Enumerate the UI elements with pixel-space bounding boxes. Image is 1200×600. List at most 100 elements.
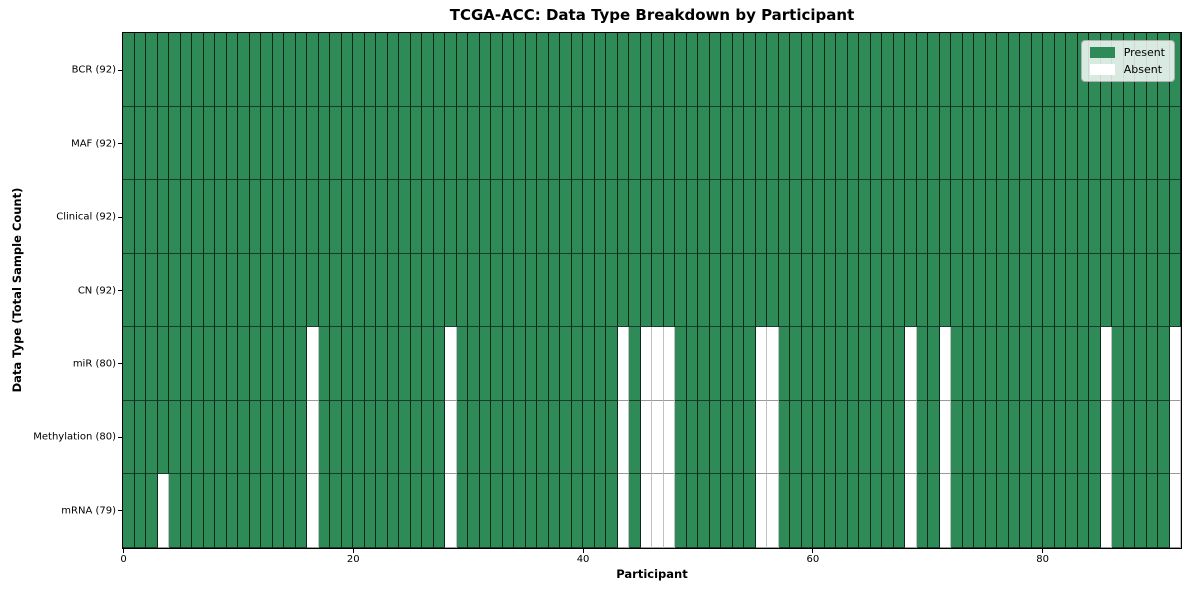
cell-present: [445, 180, 457, 254]
cell-present: [962, 33, 974, 107]
y-tick-label: miR (80): [72, 358, 116, 370]
cell-present: [215, 180, 227, 254]
cell-present: [376, 327, 388, 401]
cell-present: [318, 33, 330, 107]
cell-present: [916, 474, 928, 549]
cell-present: [157, 253, 169, 328]
cell-present: [686, 400, 698, 475]
heatmap-row: [123, 253, 1181, 328]
cell-present: [399, 33, 411, 107]
cell-present: [709, 33, 721, 107]
cell-present: [525, 180, 537, 254]
cell-present: [1054, 33, 1066, 107]
cell-present: [203, 474, 215, 549]
cell-present: [341, 327, 353, 401]
cell-present: [514, 327, 526, 401]
cell-present: [387, 253, 399, 328]
cell-present: [859, 33, 871, 107]
cell-present: [1043, 180, 1055, 254]
cell-present: [295, 327, 307, 401]
cell-present: [238, 400, 250, 475]
cell-present: [537, 400, 549, 475]
cell-present: [514, 253, 526, 328]
cell-present: [985, 253, 997, 328]
cell-present: [744, 106, 756, 181]
cell-present: [698, 33, 710, 107]
cell-present: [847, 180, 859, 254]
cell-present: [882, 180, 894, 254]
cell-present: [698, 253, 710, 328]
cell-present: [1146, 106, 1158, 181]
cell-present: [663, 253, 675, 328]
cell-present: [1089, 400, 1101, 475]
cell-present: [790, 33, 802, 107]
cell-absent: [939, 474, 951, 549]
cell-present: [732, 327, 744, 401]
cell-present: [341, 400, 353, 475]
cell-absent: [617, 474, 629, 549]
cell-present: [192, 106, 204, 181]
cell-absent: [617, 400, 629, 475]
cell-present: [353, 106, 365, 181]
cell-present: [778, 180, 790, 254]
present-swatch-icon: [1089, 47, 1115, 58]
cell-present: [916, 106, 928, 181]
cell-present: [272, 400, 284, 475]
cell-present: [985, 327, 997, 401]
cell-present: [376, 33, 388, 107]
cell-present: [847, 400, 859, 475]
cell-present: [134, 474, 146, 549]
cell-present: [1158, 106, 1170, 181]
cell-present: [836, 180, 848, 254]
cell-present: [537, 180, 549, 254]
cell-present: [916, 400, 928, 475]
cell-present: [1077, 106, 1089, 181]
cell-present: [330, 474, 342, 549]
cell-present: [548, 327, 560, 401]
cell-present: [514, 33, 526, 107]
cell-present: [675, 474, 687, 549]
cell-present: [123, 180, 135, 254]
cell-present: [951, 180, 963, 254]
cell-present: [1077, 400, 1089, 475]
cell-present: [1054, 327, 1066, 401]
cell-present: [203, 180, 215, 254]
cell-present: [548, 474, 560, 549]
cell-present: [870, 33, 882, 107]
cell-present: [226, 253, 238, 328]
cell-present: [261, 400, 273, 475]
cell-present: [1146, 180, 1158, 254]
cell-present: [353, 327, 365, 401]
cell-present: [422, 327, 434, 401]
cell-present: [514, 400, 526, 475]
cell-present: [1054, 106, 1066, 181]
cell-present: [295, 33, 307, 107]
cell-present: [721, 33, 733, 107]
cell-present: [755, 180, 767, 254]
cell-present: [502, 400, 514, 475]
legend-item-absent: Absent: [1089, 64, 1165, 75]
cell-present: [410, 33, 422, 107]
cell-present: [399, 327, 411, 401]
cell-present: [698, 327, 710, 401]
cell-present: [203, 327, 215, 401]
cell-present: [1031, 33, 1043, 107]
cell-present: [686, 253, 698, 328]
cell-present: [1031, 253, 1043, 328]
cell-present: [836, 327, 848, 401]
cell-present: [548, 180, 560, 254]
cell-present: [410, 106, 422, 181]
cell-present: [491, 106, 503, 181]
cell-present: [755, 33, 767, 107]
cell-present: [617, 180, 629, 254]
cell-present: [974, 180, 986, 254]
cell-present: [882, 400, 894, 475]
cell-present: [1020, 400, 1032, 475]
legend-item-present: Present: [1089, 47, 1165, 58]
y-tick-mark: [118, 143, 122, 145]
cell-present: [548, 400, 560, 475]
cell-present: [433, 327, 445, 401]
cell-present: [594, 474, 606, 549]
cell-present: [560, 106, 572, 181]
cell-present: [226, 400, 238, 475]
